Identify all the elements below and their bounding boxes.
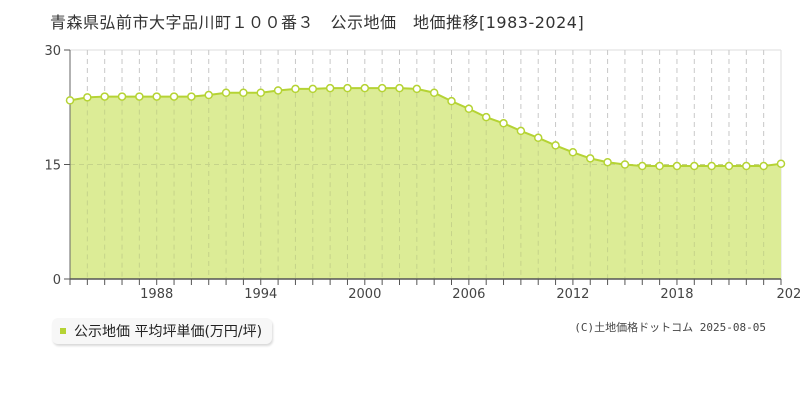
legend-swatch-icon: [60, 328, 66, 334]
svg-text:2000: 2000: [348, 287, 381, 300]
svg-text:2006: 2006: [452, 287, 485, 300]
svg-text:0: 0: [53, 273, 61, 288]
chart-title: 青森県弘前市大字品川町１００番３ 公示地価 地価推移[1983-2024]: [50, 13, 585, 32]
svg-text:15: 15: [44, 159, 61, 174]
svg-text:1988: 1988: [140, 287, 173, 300]
svg-text:2012: 2012: [556, 287, 589, 300]
price-area: [70, 88, 781, 280]
legend: 公示地価 平均坪単価(万円/坪): [52, 318, 273, 344]
svg-text:30: 30: [44, 44, 61, 59]
land-price-chart: 0 15 30 1988 1994 2000 2006 2012 2018 2024: [44, 44, 800, 300]
axes: [64, 49, 782, 285]
data-points: [65, 83, 786, 171]
x-axis-labels: 1988 1994 2000 2006 2012 2018 2024: [140, 287, 800, 300]
y-axis-labels: 0 15 30: [44, 44, 61, 288]
copyright: (C)土地価格ドットコム 2025-08-05: [574, 321, 766, 334]
svg-text:2018: 2018: [660, 287, 693, 300]
svg-text:2024: 2024: [776, 287, 800, 300]
legend-label: 公示地価 平均坪単価(万円/坪): [74, 324, 263, 340]
svg-text:1994: 1994: [244, 287, 277, 300]
